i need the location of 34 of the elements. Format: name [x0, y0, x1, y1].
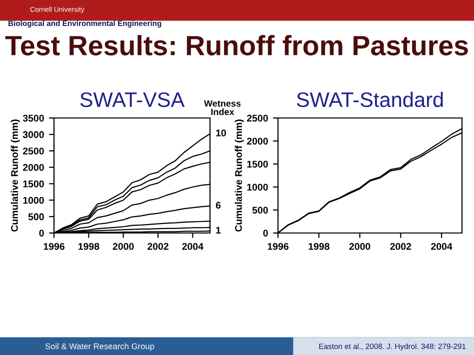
y-tick-label: 2000 [246, 138, 268, 145]
y-tick-label: 1000 [247, 184, 268, 191]
y-tick-label: 1500 [23, 180, 44, 188]
y-tick-label: 2500 [246, 114, 268, 122]
series-label: 1 [216, 226, 221, 234]
y-tick-label: 1000 [23, 196, 44, 204]
text: Test Results: Runoff from Pastures [5, 35, 468, 56]
x-tick-label: 1998 [308, 242, 330, 250]
y-tick-label: 3500 [22, 114, 44, 122]
y-tick-label: 0 [263, 230, 268, 237]
y-tick-label: 1500 [247, 160, 268, 168]
y-tick-label: 0 [39, 230, 44, 237]
x-tick-label: 1998 [78, 242, 100, 250]
y-tick-label: 2000 [22, 164, 44, 171]
text: Soil & Water Research Group [45, 343, 154, 351]
x-tick-label: 2000 [112, 242, 134, 250]
y-axis-title: Cumulative Runoff (mm) [10, 120, 20, 232]
chart-title: SWAT-VSA [80, 92, 185, 108]
x-tick-label: 1996 [44, 242, 64, 250]
series-label: 6 [216, 202, 221, 209]
y-tick-label: 500 [252, 206, 268, 214]
x-tick-label: 1996 [268, 242, 288, 250]
chart-title: SWAT-Standard [296, 92, 443, 108]
x-tick-label: 2002 [390, 242, 412, 250]
y-tick-label: 3000 [22, 131, 44, 138]
y-tick-label: 500 [28, 213, 44, 220]
legend-title: Wetness Index [204, 100, 241, 116]
series-label: 10 [216, 129, 226, 136]
y-axis-title: Cumulative Runoff (mm) [234, 120, 244, 232]
y-tick-label: 2500 [22, 148, 44, 154]
x-tick-label: 2004 [182, 242, 204, 250]
x-tick-label: 2002 [148, 242, 168, 250]
x-tick-label: 2000 [349, 242, 370, 250]
x-tick-label: 2004 [431, 242, 452, 250]
